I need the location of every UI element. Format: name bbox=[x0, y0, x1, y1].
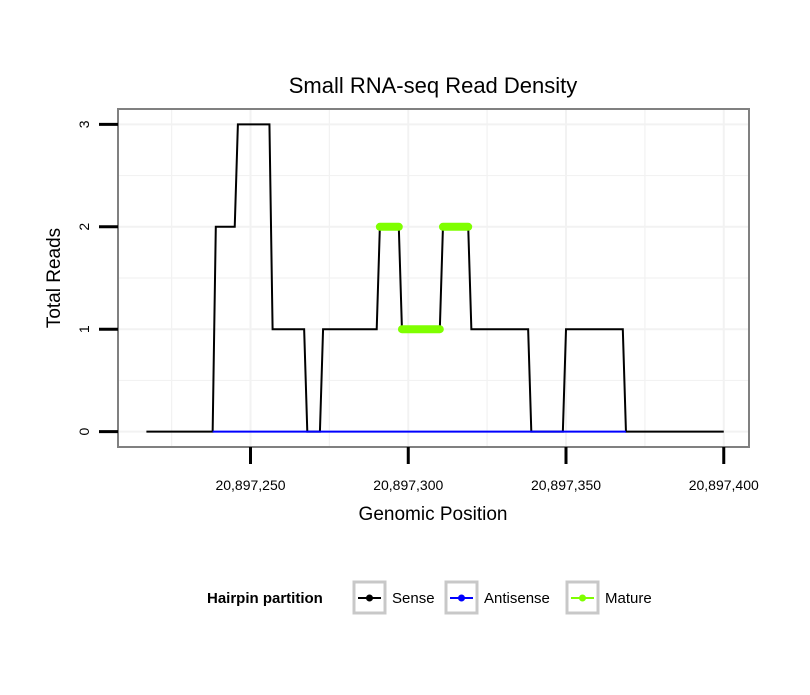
x-axis-label: Genomic Position bbox=[359, 504, 508, 525]
plot-border bbox=[117, 108, 750, 448]
x-tick-label: 20,897,350 bbox=[531, 477, 601, 493]
legend-title: Hairpin partition bbox=[207, 590, 323, 607]
y-tick-label: 1 bbox=[76, 325, 92, 333]
series-layer bbox=[146, 123, 724, 433]
y-axis-label: Total Reads bbox=[44, 228, 65, 328]
x-tick-label: 20,897,250 bbox=[215, 477, 285, 493]
legend-label-sense: Sense bbox=[392, 590, 435, 607]
y-tick-label: 2 bbox=[76, 223, 92, 231]
legend-label-mature: Mature bbox=[605, 590, 652, 607]
legend-entries: Sense Antisense Mature bbox=[352, 580, 652, 615]
x-tick-label: 20,897,400 bbox=[689, 477, 759, 493]
chart-title: Small RNA-seq Read Density bbox=[289, 73, 578, 98]
y-axis: 0 1 2 3 bbox=[76, 120, 118, 436]
legend-key-dot-sense bbox=[366, 594, 373, 602]
y-tick-label: 0 bbox=[76, 428, 92, 436]
legend-key-dot-mature bbox=[579, 594, 586, 602]
legend-label-antisense: Antisense bbox=[484, 590, 550, 607]
x-tick-label: 20,897,300 bbox=[373, 477, 443, 493]
legend: Hairpin partition Sense Antisense Mature bbox=[207, 580, 652, 615]
y-tick-label: 3 bbox=[76, 120, 92, 128]
x-axis: 20,897,250 20,897,300 20,897,350 20,897,400 bbox=[215, 447, 759, 493]
legend-key-dot-antisense bbox=[458, 594, 465, 602]
